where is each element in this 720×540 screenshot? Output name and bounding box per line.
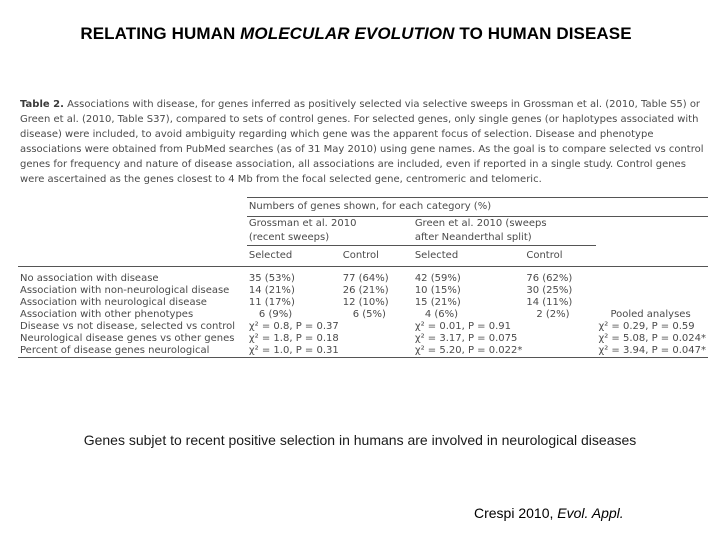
slide-title: RELATING HUMAN MOLECULAR EVOLUTION TO HU…	[0, 24, 712, 44]
cell	[340, 344, 413, 358]
row-label: Association with other phenotypes	[20, 308, 194, 320]
cell: χ² = 1.0, P = 0.31	[246, 344, 341, 358]
row-label: Percent of disease genes neurological	[18, 344, 247, 358]
cell	[341, 321, 413, 333]
row-label: Association with neurological disease	[20, 296, 207, 308]
table-row: Association with neurological disease 11…	[18, 297, 708, 309]
column-header-selected-green: Selected	[412, 245, 525, 267]
cell: 76 (62%)	[526, 272, 573, 284]
group-grossman-line-2: (recent sweeps)	[246, 231, 413, 246]
cell	[524, 333, 596, 345]
table-row: Neurological disease genes vs other gene…	[18, 333, 708, 345]
table-group-row-1: Grossman et al. 2010 Green et al. 2010 (…	[18, 217, 708, 232]
slide-subtitle: Genes subjet to recent positive selectio…	[83, 432, 637, 448]
group-grossman-line-1: Grossman et al. 2010	[248, 218, 357, 229]
citation-journal: Evol. Appl.	[557, 505, 624, 521]
cell: 12 (10%)	[342, 296, 389, 308]
table-column-header-row: Selected Control Selected Control	[18, 245, 708, 267]
cell: 14 (11%)	[526, 296, 573, 308]
table-spanner-row: Numbers of genes shown, for each categor…	[18, 197, 708, 217]
table-spanner-header: Numbers of genes shown, for each categor…	[246, 197, 708, 217]
table-label: Table 2.	[20, 99, 64, 110]
cell: χ² = 0.01, P = 0.91	[414, 320, 511, 332]
cell: χ² = 0.8, P = 0.37	[248, 320, 339, 332]
cell	[596, 273, 708, 285]
row-label: No association with disease	[20, 272, 159, 284]
cell: 11 (17%)	[248, 296, 295, 308]
title-part-2: TO HUMAN DISEASE	[454, 24, 632, 43]
column-header-selected-grossman: Selected	[246, 245, 341, 267]
cell: 4 (6%)	[424, 308, 459, 320]
cell: 10 (15%)	[414, 284, 461, 296]
citation-author: Crespi 2010,	[474, 505, 558, 521]
cell: 77 (64%)	[342, 272, 389, 284]
table-stub-head	[18, 198, 247, 217]
title-part-1: RELATING HUMAN	[80, 24, 241, 43]
table-row: Association with non-neurological diseas…	[18, 285, 708, 297]
table-caption: Table 2. Associations with disease, for …	[18, 97, 708, 187]
row-label: Association with non-neurological diseas…	[20, 284, 230, 296]
cell: 30 (25%)	[526, 284, 573, 296]
cell: 6 (9%)	[258, 308, 293, 320]
table-caption-text: Associations with disease, for genes inf…	[20, 99, 704, 185]
group-green-line-1: Green et al. 2010 (sweeps	[414, 218, 547, 229]
table-excerpt: Table 2. Associations with disease, for …	[18, 97, 708, 358]
cell	[524, 344, 597, 358]
cell: χ² = 3.17, P = 0.075	[414, 332, 518, 344]
cell	[341, 333, 413, 345]
column-header-control-grossman: Control	[340, 245, 413, 267]
table-row: Percent of disease genes neurological χ²…	[18, 344, 708, 358]
title-emphasis: MOLECULAR EVOLUTION	[240, 24, 455, 43]
cell: 14 (21%)	[248, 284, 295, 296]
pooled-analyses-label: Pooled analyses	[610, 308, 691, 320]
cell: 15 (21%)	[414, 296, 461, 308]
group-green-line-2: after Neanderthal split)	[412, 231, 597, 246]
table-row: Association with other phenotypes 6 (9%)…	[18, 309, 708, 321]
cell: 35 (53%)	[248, 272, 295, 284]
cell: 42 (59%)	[414, 272, 461, 284]
table-row: No association with disease 35 (53%) 77 …	[18, 273, 708, 285]
table-row: Disease vs not disease, selected vs cont…	[18, 321, 708, 333]
cell	[524, 321, 596, 333]
cell: χ² = 5.08, P = 0.024*	[598, 332, 706, 344]
cell: 26 (21%)	[342, 284, 389, 296]
cell: χ² = 5.20, P = 0.022*	[412, 344, 525, 358]
cell: 2 (2%)	[536, 308, 570, 320]
table-group-row-2: (recent sweeps) after Neanderthal split)	[18, 231, 708, 246]
data-table: Numbers of genes shown, for each categor…	[18, 197, 708, 358]
cell: χ² = 3.94, P = 0.047*	[596, 344, 708, 358]
cell: χ² = 1.8, P = 0.18	[248, 332, 339, 344]
row-label: Disease vs not disease, selected vs cont…	[20, 320, 236, 332]
row-label: Neurological disease genes vs other gene…	[20, 332, 235, 344]
cell: χ² = 0.29, P = 0.59	[598, 320, 695, 332]
cell	[596, 297, 708, 309]
column-header-control-green: Control	[524, 245, 597, 267]
citation: Crespi 2010, Evol. Appl.	[474, 505, 624, 521]
cell: 6 (5%)	[352, 308, 386, 320]
cell	[596, 285, 708, 297]
